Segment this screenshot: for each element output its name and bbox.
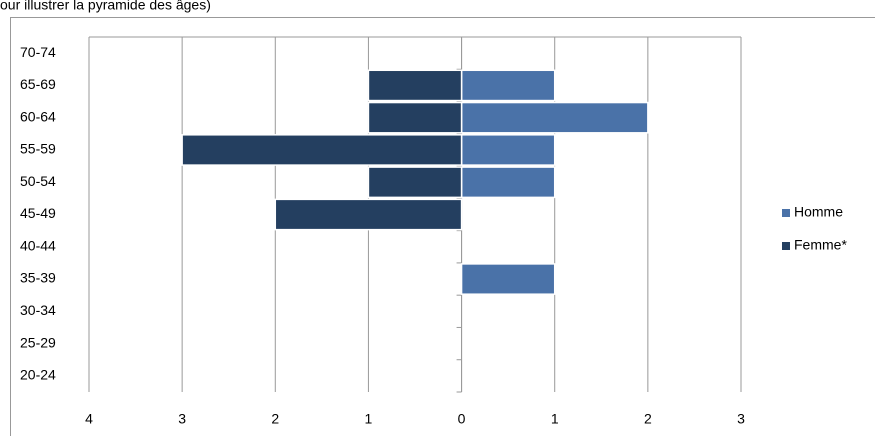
y-tick-label: 55-59 [20,141,56,157]
y-tick-label: 25-29 [20,334,56,350]
legend-swatch [782,209,790,217]
bar [367,101,463,134]
bar [460,166,556,199]
x-tick-label: 0 [458,411,466,427]
y-tick-label: 45-49 [20,205,56,221]
bar [367,69,463,102]
y-tick-label: 65-69 [20,76,56,92]
legend-label: Homme [794,204,843,220]
y-tick-label: 70-74 [20,44,56,60]
x-tick-label: 3 [737,411,745,427]
legend-label: Femme* [794,237,847,253]
chart-frame [10,17,875,436]
x-tick-label: 4 [85,411,93,427]
x-tick-label: 1 [551,411,559,427]
y-tick-label: 40-44 [20,237,56,253]
x-tick-label: 2 [644,411,652,427]
bar [274,198,463,231]
y-tick-label: 35-39 [20,270,56,286]
bar [460,69,556,102]
legend-swatch [782,242,790,250]
y-tick-label: 30-34 [20,302,56,318]
x-tick-label: 3 [178,411,186,427]
bar [460,263,556,295]
bar [367,166,463,199]
y-tick-label: 20-24 [20,367,56,383]
bar [460,101,649,134]
bar [460,134,556,166]
y-tick-label: 50-54 [20,173,56,189]
x-tick-label: 2 [271,411,279,427]
chart-title: our illustrer la pyramide des âges) [0,0,211,13]
y-tick-label: 60-64 [20,108,56,124]
bar [181,134,463,166]
x-tick-label: 1 [365,411,373,427]
